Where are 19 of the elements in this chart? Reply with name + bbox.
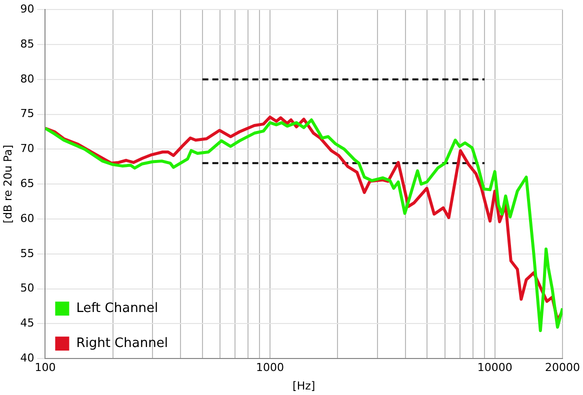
y-tick-label: 85 bbox=[20, 37, 34, 50]
y-tick-label: 60 bbox=[20, 212, 34, 225]
x-tick-label: 20000 bbox=[545, 361, 580, 374]
y-axis-title: [dB re 20u Pa] bbox=[1, 144, 14, 224]
x-axis-title: [Hz] bbox=[292, 379, 316, 392]
legend-label: Left Channel bbox=[76, 300, 158, 316]
x-tick-label: 100 bbox=[34, 361, 56, 374]
y-tick-label: 90 bbox=[20, 2, 34, 16]
legend-label: Right Channel bbox=[76, 336, 168, 351]
y-tick-label: 75 bbox=[20, 107, 34, 120]
y-tick-label: 45 bbox=[20, 316, 34, 330]
y-tick-label: 80 bbox=[20, 72, 34, 86]
y-tick-label: 50 bbox=[20, 282, 34, 295]
y-tick-label: 70 bbox=[20, 142, 34, 156]
y-tick-label: 40 bbox=[20, 351, 34, 364]
y-tick-label: 55 bbox=[20, 246, 34, 260]
x-tick-label: 1000 bbox=[256, 361, 284, 374]
y-tick-label: 65 bbox=[20, 176, 34, 190]
x-tick-label: 10000 bbox=[477, 361, 512, 374]
